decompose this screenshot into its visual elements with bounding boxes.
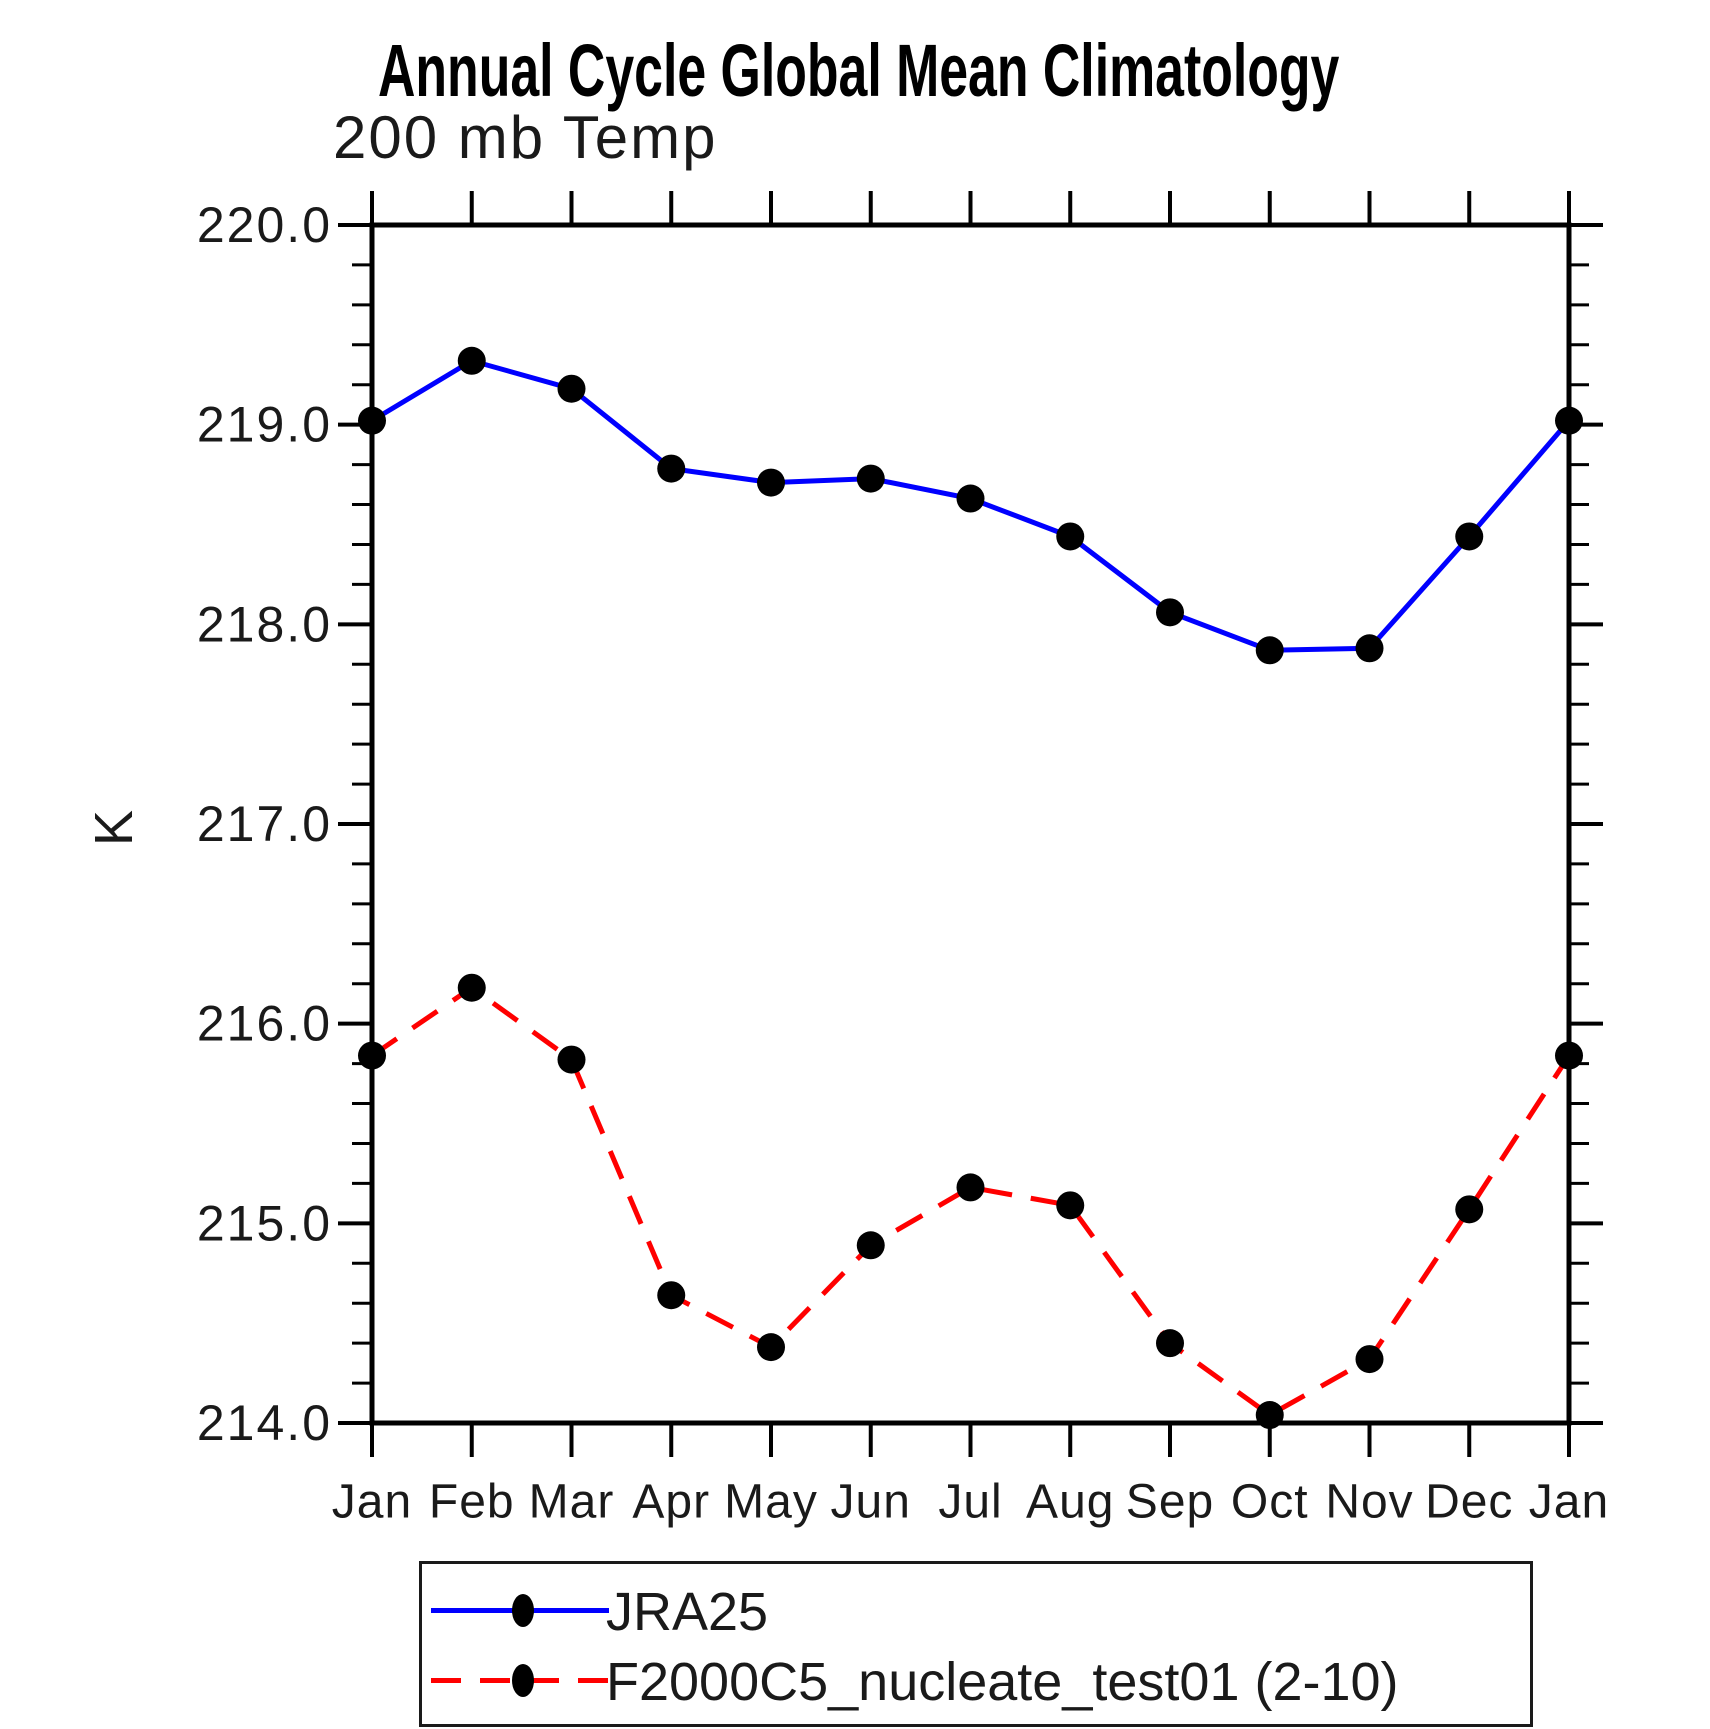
data-point-marker — [657, 454, 686, 483]
data-point-marker — [1255, 636, 1284, 665]
y-axis-label: K — [84, 809, 145, 847]
data-point-marker — [1355, 634, 1384, 663]
legend-item-jra25: JRA25 — [422, 1580, 1530, 1642]
data-point-marker — [457, 973, 486, 1002]
data-point-marker — [1156, 598, 1184, 627]
x-tick-label: Dec — [1425, 1476, 1513, 1529]
legend-label-jra25: JRA25 — [606, 1582, 769, 1642]
legend-swatch-dashed — [431, 1650, 609, 1710]
series-f2000c5 — [358, 973, 1583, 1430]
data-point-marker — [1455, 522, 1484, 551]
axis-frame — [369, 222, 1572, 1426]
x-tick-label: Apr — [632, 1476, 710, 1529]
y-tick-label: 220.0 — [197, 197, 332, 253]
data-point-marker — [1056, 522, 1085, 551]
chart-subtitle: 200 mb Temp — [333, 104, 718, 171]
data-point-marker — [757, 468, 785, 497]
x-tick-label: Mar — [529, 1476, 615, 1529]
data-point-marker — [457, 346, 486, 375]
data-point-marker — [1355, 1345, 1384, 1374]
legend-marker-dot — [512, 1594, 534, 1627]
axis-ticks — [338, 191, 1603, 1457]
x-tick-label: Oct — [1231, 1476, 1309, 1529]
data-series — [358, 346, 1583, 1430]
x-tick-label: Jul — [938, 1476, 1002, 1529]
data-point-marker — [657, 1281, 686, 1310]
data-point-marker — [358, 1041, 386, 1070]
data-point-marker — [757, 1333, 785, 1362]
y-tick-label: 214.0 — [197, 1395, 332, 1451]
data-point-marker — [1156, 1329, 1184, 1358]
x-tick-label: Aug — [1026, 1476, 1114, 1529]
x-tick-label: Jan — [1529, 1476, 1609, 1529]
series-jra25 — [358, 346, 1583, 665]
data-point-marker — [557, 1045, 586, 1074]
data-point-marker — [1056, 1191, 1085, 1220]
y-tick-label: 219.0 — [197, 397, 332, 453]
legend: JRA25 F2000C5_nucleate_test01 (2-10) — [419, 1561, 1533, 1727]
x-tick-label: Sep — [1126, 1476, 1214, 1529]
axis-tick-labels: Jan Feb Mar Apr May Jun Jul Aug Sep Oct Nov Dec Jan2… — [197, 197, 1609, 1529]
data-point-marker — [856, 1231, 885, 1260]
y-tick-label: 217.0 — [197, 796, 332, 852]
data-point-marker — [1455, 1195, 1484, 1224]
chart-title: Annual Cycle Global Mean Climatology — [378, 29, 1340, 112]
x-tick-label: May — [724, 1476, 818, 1529]
legend-label-f2000c5: F2000C5_nucleate_test01 (2-10) — [606, 1652, 1399, 1712]
legend-item-f2000c5: F2000C5_nucleate_test01 (2-10) — [422, 1650, 1530, 1712]
data-point-marker — [1255, 1401, 1284, 1430]
data-point-marker — [1555, 1041, 1583, 1070]
data-point-marker — [956, 1173, 985, 1202]
x-tick-label: Feb — [429, 1476, 515, 1529]
data-point-marker — [557, 374, 586, 403]
data-point-marker — [956, 484, 985, 513]
data-point-marker — [856, 464, 885, 493]
x-tick-label: Jun — [831, 1476, 911, 1529]
y-tick-label: 218.0 — [197, 596, 332, 652]
y-tick-label: 215.0 — [197, 1195, 332, 1251]
data-point-marker — [1555, 406, 1583, 435]
data-point-marker — [358, 406, 386, 435]
x-tick-label: Jan — [332, 1476, 412, 1529]
plot-frame — [369, 222, 1572, 1426]
legend-marker-dot — [512, 1664, 534, 1697]
x-tick-label: Nov — [1325, 1476, 1413, 1529]
y-tick-label: 216.0 — [197, 996, 332, 1052]
legend-swatch-solid — [431, 1580, 609, 1640]
